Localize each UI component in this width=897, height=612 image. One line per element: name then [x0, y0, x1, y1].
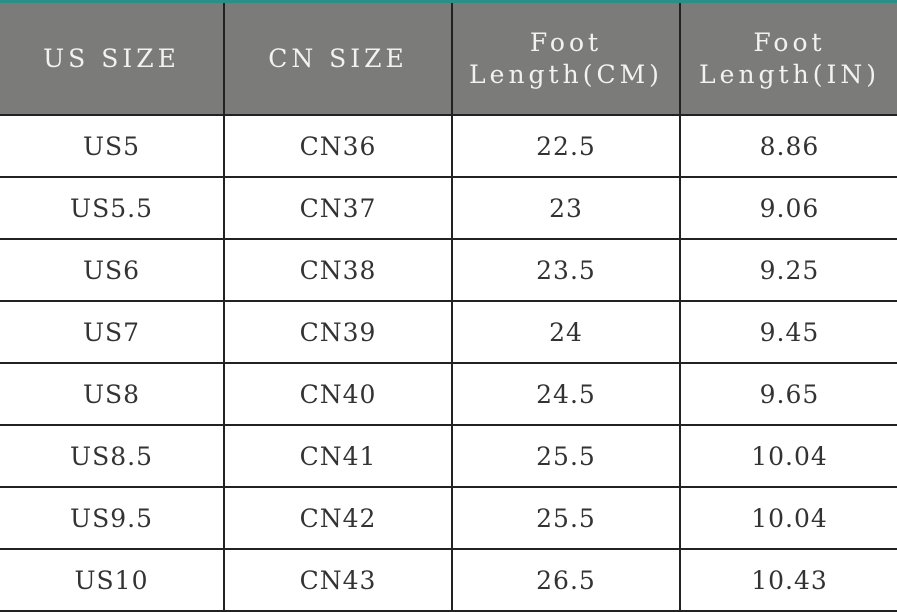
header-label: CN SIZE — [268, 43, 408, 73]
table-row: US10 CN43 26.5 10.43 — [0, 548, 897, 612]
table-row: US9.5 CN42 25.5 10.04 — [0, 486, 897, 550]
header-foot-length-in: Foot Length(IN) — [679, 3, 897, 116]
header-label: US SIZE — [43, 43, 180, 73]
top-accent-line — [0, 0, 897, 3]
header-row: US SIZE CN SIZE Foot Length(CM) Foot Lengt… — [0, 3, 897, 116]
cell-us-size: US8 — [0, 362, 225, 426]
cell-cn-size: CN37 — [223, 176, 453, 240]
table-row: US8 CN40 24.5 9.65 — [0, 362, 897, 426]
header-label: Foot — [753, 27, 826, 57]
header-us-size: US SIZE — [0, 3, 225, 116]
cell-cn-size: CN40 — [223, 362, 453, 426]
cell-us-size: US5.5 — [0, 176, 225, 240]
cell-us-size: US8.5 — [0, 424, 225, 488]
cell-cn-size: CN36 — [223, 114, 453, 178]
cell-us-size: US6 — [0, 238, 225, 302]
size-chart-table: US SIZE CN SIZE Foot Length(CM) Foot Lengt… — [0, 3, 897, 612]
cell-foot-length-in: 10.43 — [679, 548, 897, 612]
table-row: US6 CN38 23.5 9.25 — [0, 238, 897, 302]
cell-us-size: US10 — [0, 548, 225, 612]
cell-foot-length-cm: 23 — [451, 176, 681, 240]
cell-us-size: US9.5 — [0, 486, 225, 550]
cell-foot-length-in: 9.06 — [679, 176, 897, 240]
cell-foot-length-cm: 24.5 — [451, 362, 681, 426]
cell-foot-length-cm: 23.5 — [451, 238, 681, 302]
cell-us-size: US5 — [0, 114, 225, 178]
cell-foot-length-cm: 25.5 — [451, 486, 681, 550]
header-label: Foot — [529, 27, 603, 57]
cell-cn-size: CN41 — [223, 424, 453, 488]
cell-cn-size: CN39 — [223, 300, 453, 364]
table-row: US5 CN36 22.5 8.86 — [0, 114, 897, 178]
header-label: Length(CM) — [469, 59, 663, 89]
table-row: US5.5 CN37 23 9.06 — [0, 176, 897, 240]
cell-foot-length-cm: 25.5 — [451, 424, 681, 488]
cell-cn-size: CN38 — [223, 238, 453, 302]
header-foot-length-cm: Foot Length(CM) — [451, 3, 681, 116]
cell-foot-length-in: 9.45 — [679, 300, 897, 364]
cell-foot-length-in: 9.65 — [679, 362, 897, 426]
cell-cn-size: CN42 — [223, 486, 453, 550]
cell-foot-length-cm: 26.5 — [451, 548, 681, 612]
header-label: Length(IN) — [699, 59, 880, 89]
cell-foot-length-in: 10.04 — [679, 424, 897, 488]
header-cn-size: CN SIZE — [223, 3, 453, 116]
table-row: US7 CN39 24 9.45 — [0, 300, 897, 364]
cell-foot-length-cm: 22.5 — [451, 114, 681, 178]
cell-foot-length-in: 9.25 — [679, 238, 897, 302]
cell-cn-size: CN43 — [223, 548, 453, 612]
cell-foot-length-cm: 24 — [451, 300, 681, 364]
cell-foot-length-in: 8.86 — [679, 114, 897, 178]
cell-foot-length-in: 10.04 — [679, 486, 897, 550]
table-row: US8.5 CN41 25.5 10.04 — [0, 424, 897, 488]
cell-us-size: US7 — [0, 300, 225, 364]
